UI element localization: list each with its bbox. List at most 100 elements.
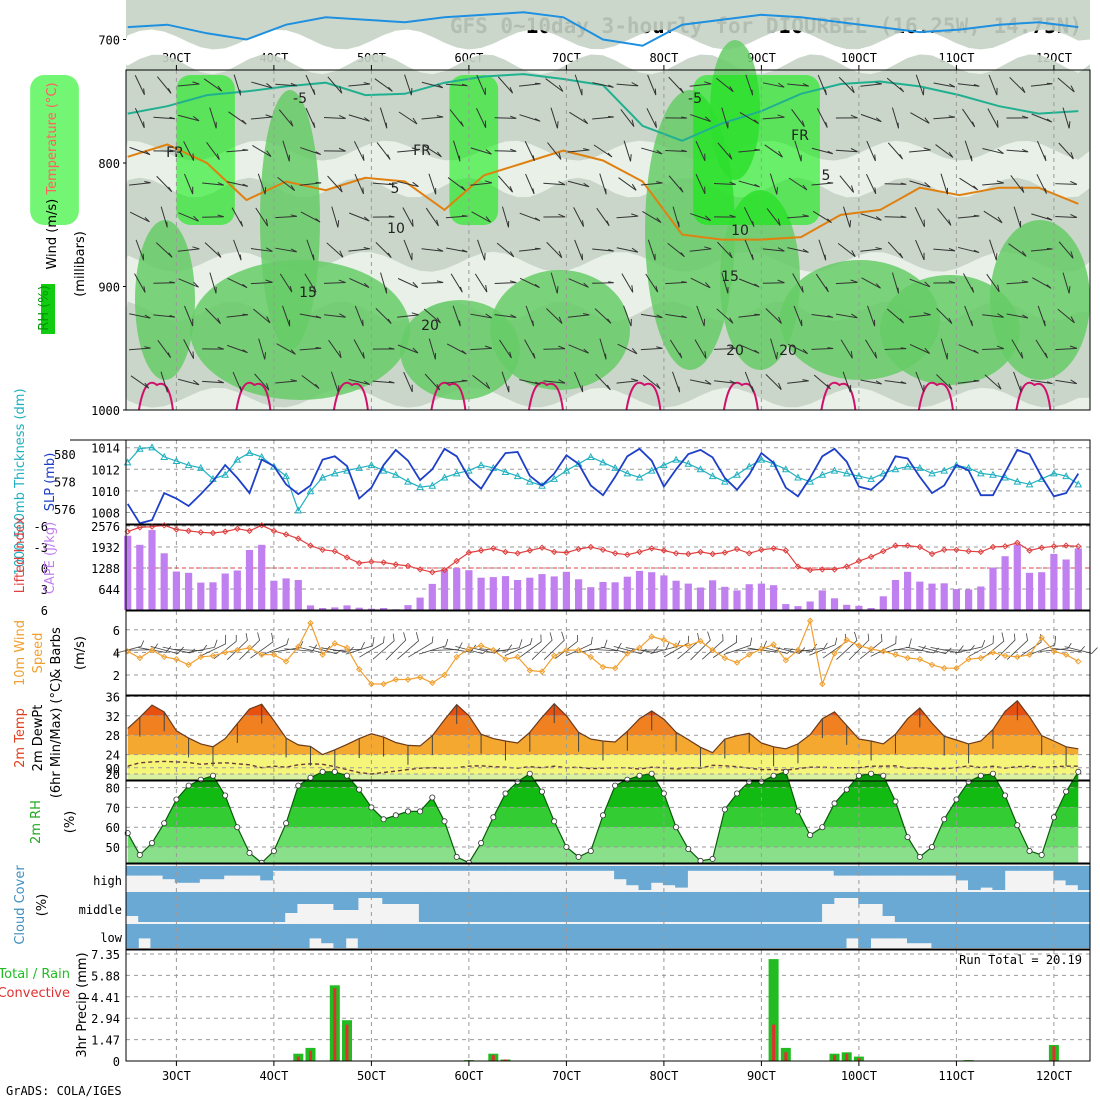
- lifted-index-point: [526, 547, 534, 554]
- wind-barb: [398, 111, 418, 125]
- wind-barb: [129, 146, 151, 156]
- isotherm-line-25: [625, 381, 662, 411]
- rh-point: [660, 790, 667, 797]
- wind-barb-surface: [491, 639, 523, 653]
- wind-speed-point: [867, 645, 875, 653]
- cloud-cell-low: [126, 924, 139, 948]
- wind-barb-surface: [518, 634, 542, 659]
- cape-bar: [696, 587, 705, 610]
- cloud-cell-middle: [443, 892, 457, 922]
- wind-barb: [226, 344, 248, 354]
- wind-speed-point: [173, 655, 180, 663]
- panel-label-pressure-units: (millibars): [73, 231, 88, 297]
- cloud-cell-high: [614, 866, 627, 880]
- cape-bar: [1050, 553, 1058, 610]
- wind-speed-point: [904, 654, 911, 662]
- contour-label: 20: [779, 343, 797, 359]
- x-tick-bottom: 6OCT: [454, 1069, 483, 1083]
- wind-barb-surface: [239, 632, 261, 660]
- cape-bar: [1013, 544, 1021, 610]
- wind-barb: [543, 181, 566, 186]
- wind-barb-surface: [555, 634, 578, 659]
- cloud-cell-high: [1077, 866, 1091, 890]
- wind-barb: [909, 312, 931, 318]
- wind-barb: [447, 177, 466, 191]
- thickness-point: [160, 452, 169, 460]
- wind-barb: [957, 214, 980, 219]
- wind-barb: [665, 281, 687, 285]
- isotherm-line-25: [332, 381, 369, 411]
- wind-barb: [592, 281, 614, 284]
- thickness-point: [404, 477, 412, 485]
- wind-barb: [567, 180, 590, 188]
- wind-barb: [153, 314, 176, 318]
- wind-speed-point: [660, 636, 668, 644]
- thickness-point: [1062, 472, 1070, 480]
- cloud-cell-high: [711, 866, 725, 871]
- panel-label-part: CAPE (J/kg): [43, 522, 58, 594]
- wind-barb: [353, 339, 365, 359]
- cloud-cell-low: [479, 924, 493, 948]
- wind-barb-surface: [226, 633, 248, 660]
- cloud-cell-high: [443, 866, 457, 871]
- wind-barb: [765, 374, 782, 390]
- cloud-cell-low: [638, 924, 652, 948]
- cape-bar: [989, 567, 997, 610]
- cape-bar: [1062, 559, 1070, 610]
- cloud-cell-middle: [126, 892, 139, 916]
- cloud-cell-low: [382, 924, 396, 948]
- panel-label-part: Wind (m/s): [45, 195, 60, 270]
- cloud-cell-high: [479, 866, 493, 871]
- wind-barb-surface: [836, 631, 858, 660]
- cloud-cell-low: [601, 924, 615, 948]
- panel-label-part: (%): [35, 894, 50, 917]
- rh-point: [892, 798, 899, 805]
- y-tick-temp: 28: [106, 729, 120, 743]
- lifted-index-point: [441, 566, 448, 574]
- isotherm-line: [127, 143, 1079, 241]
- wind-barb: [860, 113, 882, 123]
- wind-barb: [134, 107, 145, 129]
- wind-barb: [744, 371, 754, 393]
- y-tick-wind: 6: [113, 624, 120, 638]
- cloud-cell-high: [296, 866, 310, 871]
- cloud-cell-high: [662, 866, 676, 886]
- thickness-point: [879, 469, 888, 477]
- wind-barb: [739, 344, 760, 354]
- wind-barb: [375, 308, 392, 324]
- rh-point: [307, 774, 314, 781]
- cape-bar: [209, 582, 217, 610]
- lifted-index-point: [502, 548, 509, 556]
- wind-speed-point: [599, 663, 607, 671]
- wind-barb: [815, 273, 829, 293]
- wind-barb-surface: [430, 642, 463, 651]
- cloud-cell-middle: [492, 892, 505, 922]
- wind-barb: [593, 144, 613, 158]
- isotherm-line-25: [235, 381, 272, 411]
- rh-point: [197, 776, 204, 783]
- cloud-level-low: low: [100, 931, 122, 945]
- wind-barb: [716, 308, 734, 324]
- wind-barb: [1006, 115, 1029, 119]
- wind-barb: [595, 373, 611, 391]
- thickness-point: [842, 469, 851, 477]
- cloud-cell-high: [699, 866, 713, 871]
- cloud-cell-low: [357, 924, 371, 948]
- wind-barb: [1062, 272, 1071, 294]
- cloud-cell-middle: [1029, 892, 1042, 922]
- y-tick-slp: 1010: [91, 485, 120, 499]
- cape-bar: [367, 608, 375, 610]
- lifted-index-point: [295, 535, 302, 542]
- y-tick-lifted-index: 6: [41, 604, 48, 618]
- cloud-cell-low: [955, 924, 969, 948]
- cloud-cell-high: [907, 866, 920, 876]
- cloud-cell-middle: [431, 892, 444, 922]
- thickness-point: [465, 466, 473, 474]
- wind-barb-surface: [735, 640, 767, 652]
- cloud-cell-middle: [370, 892, 383, 898]
- contour-label: 15: [299, 285, 317, 301]
- rh-band: [127, 847, 1079, 863]
- y-tick-cape: 1932: [91, 541, 120, 555]
- wind-barb: [599, 173, 607, 195]
- wind-barb: [695, 173, 706, 195]
